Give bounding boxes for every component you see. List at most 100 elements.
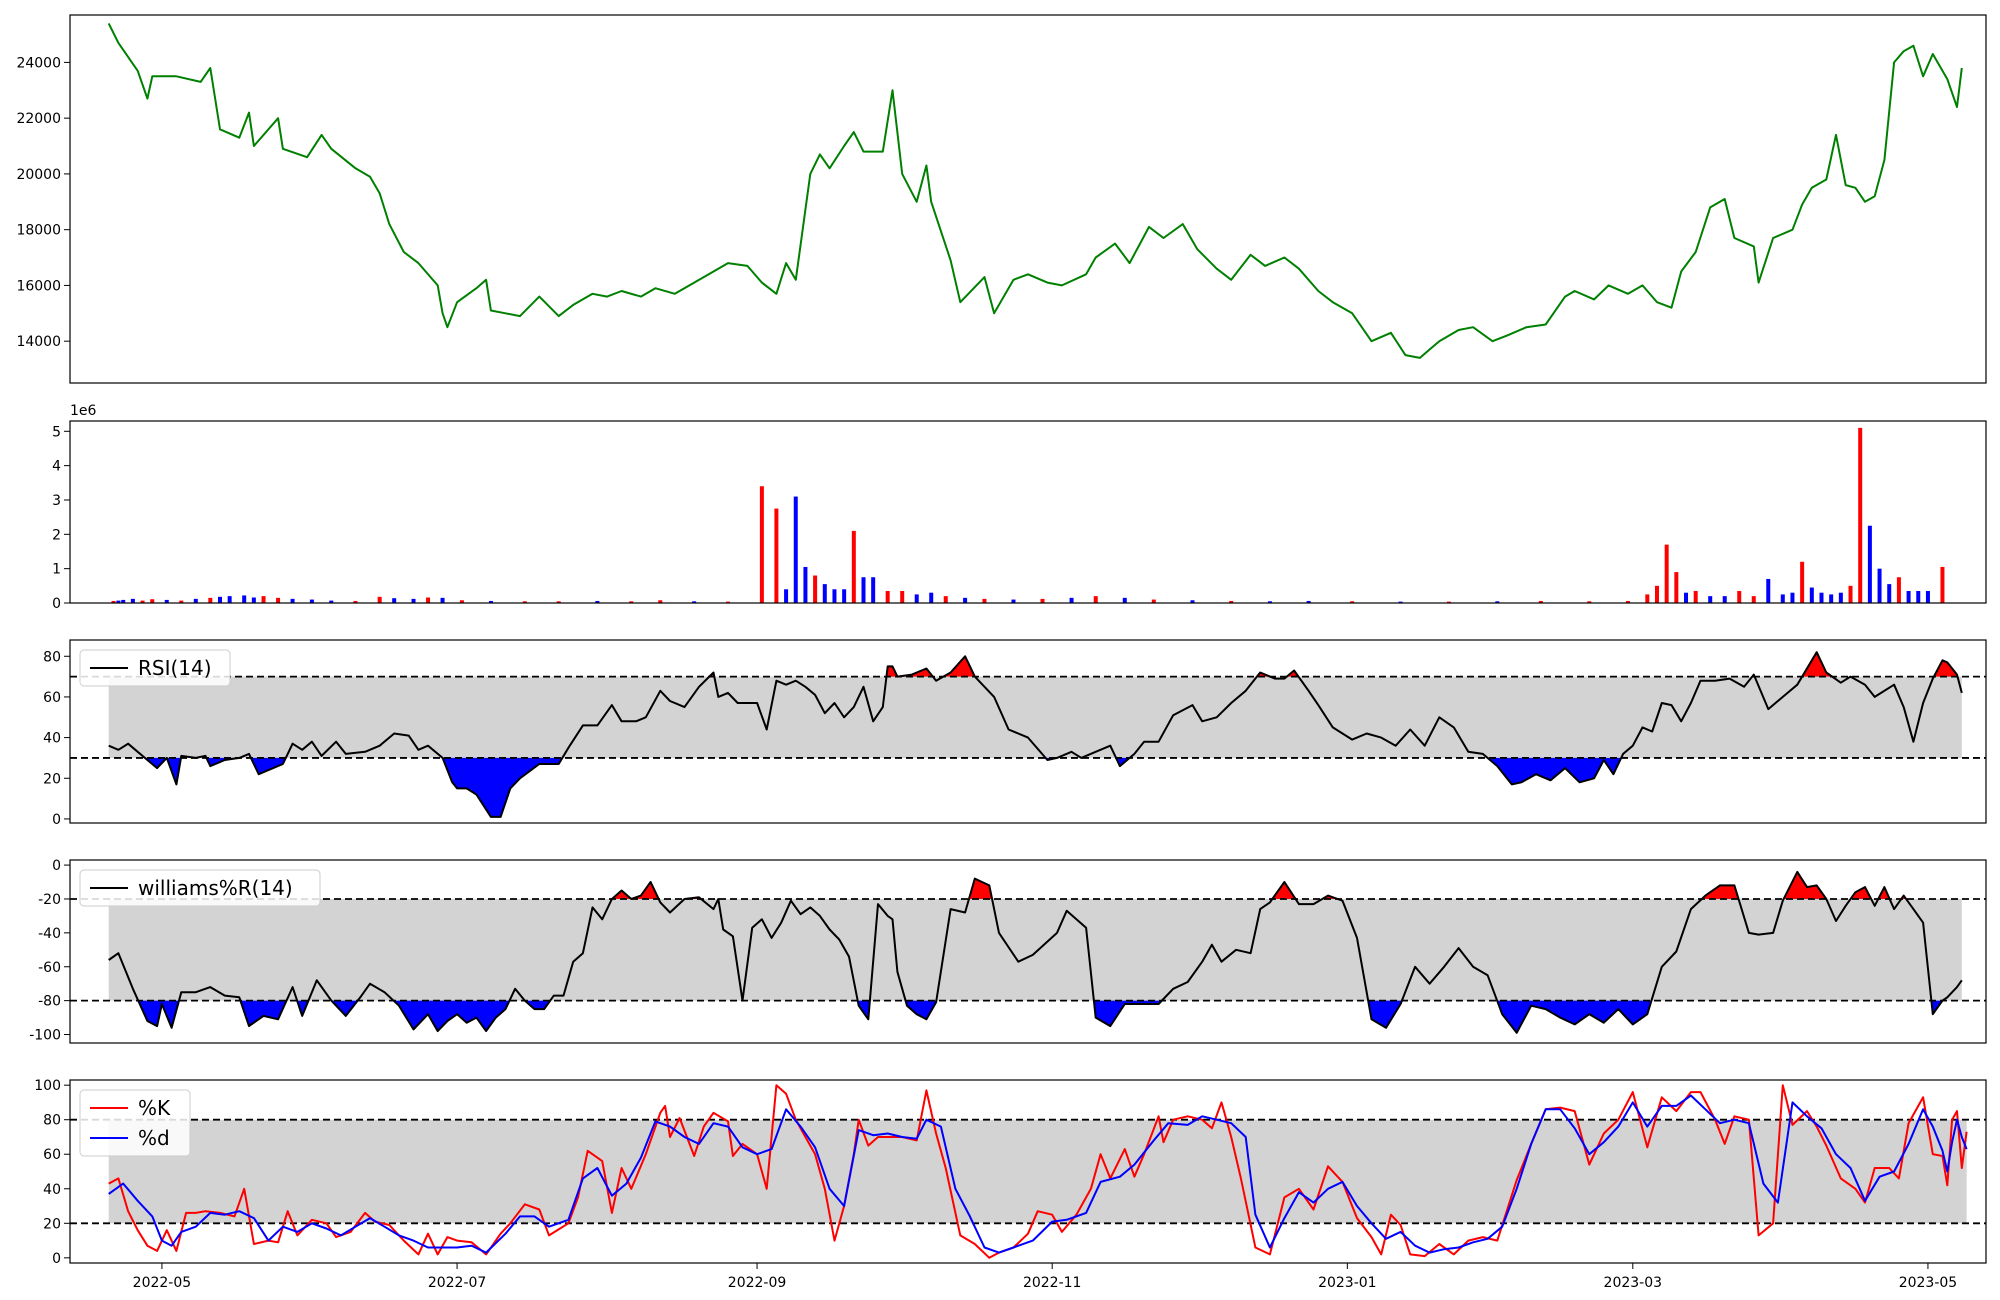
volume-bar bbox=[943, 596, 948, 603]
volume-bar bbox=[164, 599, 169, 603]
williams-overbought-fill bbox=[611, 890, 632, 899]
volume-bar bbox=[377, 596, 382, 603]
rsi-neutral-band bbox=[108, 676, 1962, 758]
volume-bar bbox=[1684, 592, 1689, 603]
williams-ytick-label: -100 bbox=[29, 1028, 61, 1044]
volume-bar bbox=[963, 597, 968, 603]
volume-bar bbox=[1829, 594, 1834, 603]
rsi-ytick-label: 20 bbox=[43, 771, 61, 787]
williams-legend-box bbox=[79, 869, 321, 907]
volume-bar bbox=[822, 584, 827, 603]
williams-ytick-label: -80 bbox=[38, 994, 61, 1010]
rsi-oversold-fill bbox=[145, 757, 167, 769]
williams-neutral-band bbox=[108, 898, 1962, 1001]
stochastic-ytick-label: 100 bbox=[34, 1078, 61, 1094]
stochastic-legend-label: %K bbox=[138, 1096, 171, 1120]
xtick-label: 2023-05 bbox=[1899, 1275, 1958, 1291]
volume-bar bbox=[290, 598, 295, 603]
stochastic-ytick-label: 80 bbox=[43, 1113, 61, 1129]
rsi-ytick-label: 80 bbox=[43, 649, 61, 665]
volume-bar bbox=[1587, 601, 1592, 603]
volume-bar bbox=[488, 600, 493, 603]
volume-bar bbox=[179, 600, 184, 603]
volume-bar bbox=[193, 598, 198, 603]
volume-ytick-label: 4 bbox=[52, 459, 61, 475]
volume-bar bbox=[774, 508, 779, 603]
volume-bar bbox=[440, 597, 445, 603]
volume-bar bbox=[121, 599, 126, 603]
williams-oversold-fill bbox=[1093, 1000, 1162, 1027]
volume-bar bbox=[861, 577, 866, 603]
price-ytick-label: 22000 bbox=[16, 111, 61, 127]
price-frame bbox=[69, 14, 1987, 384]
volume-bar bbox=[900, 590, 905, 603]
volume-bar bbox=[1229, 600, 1234, 603]
rsi-overbought-fill bbox=[886, 666, 898, 677]
volume-bar bbox=[150, 599, 155, 603]
williams-oversold-fill bbox=[524, 1000, 551, 1010]
volume-bar bbox=[276, 597, 281, 603]
volume-bar bbox=[329, 600, 334, 603]
williams-frame bbox=[69, 859, 1987, 1044]
volume-bar bbox=[813, 575, 818, 603]
rsi-legend-label: RSI(14) bbox=[138, 656, 212, 680]
rsi-line bbox=[108, 651, 1963, 818]
volume-bar bbox=[1654, 585, 1659, 603]
volume-ytick-label: 2 bbox=[52, 527, 61, 543]
volume-bar bbox=[1916, 590, 1921, 603]
volume-bar bbox=[140, 600, 145, 603]
stochastic-ytick-label: 40 bbox=[43, 1182, 61, 1198]
volume-ytick-label: 5 bbox=[52, 424, 61, 440]
volume-bar bbox=[1751, 596, 1756, 603]
volume-bar bbox=[1858, 427, 1863, 603]
volume-bar bbox=[803, 566, 808, 603]
price-ytick-label: 16000 bbox=[16, 278, 61, 294]
volume-bar bbox=[759, 486, 764, 603]
williams-panel: -100 -80 -60 -40 -20 0 williams%R(14) bbox=[29, 858, 1987, 1044]
volume-bar bbox=[784, 589, 789, 603]
williams-oversold-fill bbox=[297, 1000, 309, 1016]
volume-frame bbox=[69, 420, 1987, 604]
williams-oversold-fill bbox=[1497, 1000, 1652, 1033]
volume-bar bbox=[426, 597, 431, 603]
volume-bar bbox=[595, 600, 600, 603]
stochastic-legend: %K %d bbox=[79, 1089, 191, 1157]
williams-overbought-fill bbox=[1272, 882, 1296, 899]
price-line bbox=[107, 22, 1963, 359]
volume-bar bbox=[885, 590, 890, 603]
stochastic-legend-box bbox=[79, 1089, 191, 1157]
volume-bar bbox=[353, 600, 358, 603]
williams-overbought-fill bbox=[969, 878, 993, 899]
rsi-ytick-label: 60 bbox=[43, 690, 61, 706]
volume-bar bbox=[392, 598, 397, 603]
volume-bar bbox=[1011, 599, 1016, 603]
xtick-label: 2023-03 bbox=[1604, 1275, 1663, 1291]
williams-oversold-fill bbox=[1368, 1000, 1402, 1028]
volume-bar bbox=[1190, 600, 1195, 603]
williams-oversold-fill bbox=[240, 1000, 287, 1027]
volume-bar bbox=[832, 589, 837, 603]
volume-bar bbox=[1906, 590, 1911, 603]
rsi-legend-box bbox=[79, 649, 231, 687]
volume-ytick-label: 0 bbox=[52, 596, 61, 612]
volume-bar bbox=[1040, 598, 1045, 603]
volume-bar bbox=[1306, 600, 1311, 603]
volume-ytick-label: 1 bbox=[52, 562, 61, 578]
xtick-label: 2022-07 bbox=[428, 1275, 487, 1291]
williams-ytick-label: 0 bbox=[52, 858, 61, 874]
stochastic-legend-label: %d bbox=[138, 1126, 170, 1150]
williams-oversold-fill bbox=[331, 1000, 358, 1016]
volume-bar bbox=[1069, 597, 1074, 603]
stochastic-d-line bbox=[108, 1094, 1968, 1254]
volume-ytick-label: 3 bbox=[52, 493, 61, 509]
volume-bar bbox=[1887, 584, 1892, 603]
volume-bar bbox=[309, 599, 314, 603]
volume-bar bbox=[1446, 601, 1451, 603]
volume-bar bbox=[692, 601, 697, 603]
volume-bar bbox=[726, 601, 731, 603]
volume-bar bbox=[1877, 568, 1882, 603]
volume-bar bbox=[1766, 578, 1771, 603]
volume-bar bbox=[1538, 600, 1543, 603]
volume-bar bbox=[227, 596, 232, 603]
